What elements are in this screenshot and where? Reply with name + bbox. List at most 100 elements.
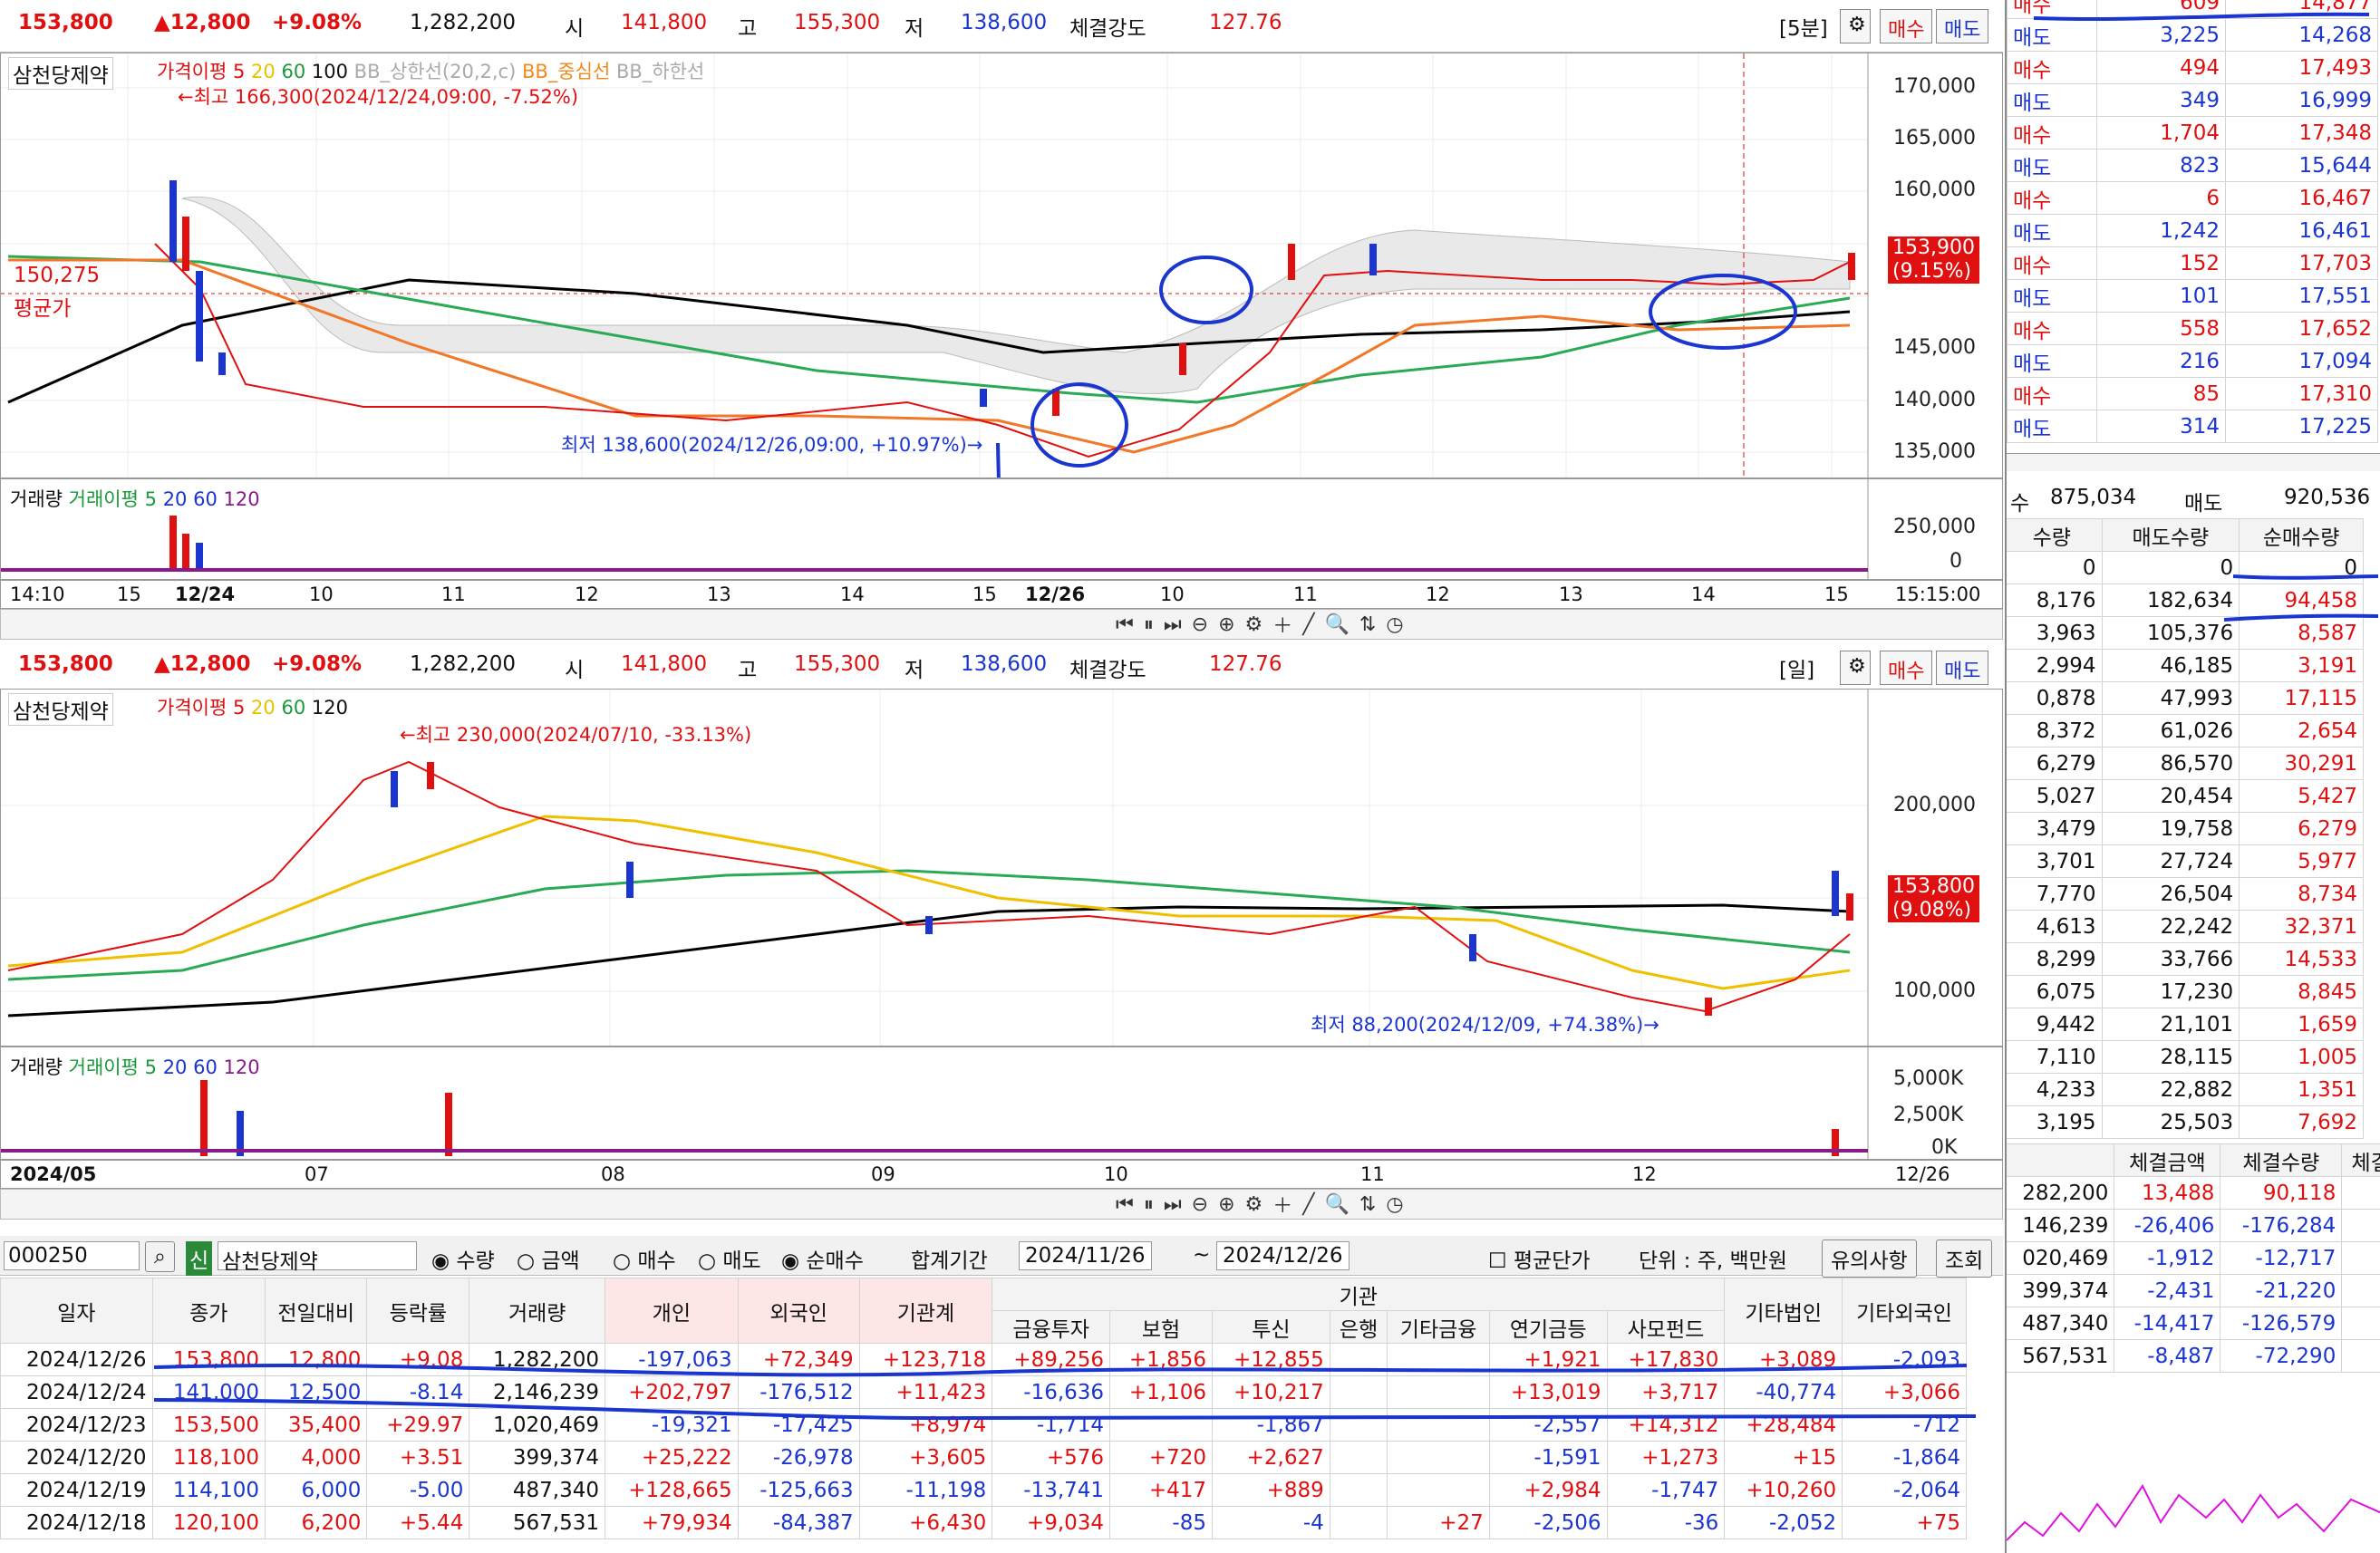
table-row[interactable]: 6,279 86,570 30,291 (2007, 747, 2364, 780)
date-to-input[interactable]: 2024/12/26 (1216, 1241, 1350, 1270)
col-header[interactable]: 기관계 (858, 1278, 993, 1344)
daily-price-chart[interactable]: 삼천당제약 가격이평 5 20 60 120 ←최고 230,000(2024/… (0, 689, 2003, 1047)
table-row[interactable]: 2024/12/24 141,000 12,500 -8.14 2,146,239 +20… (0, 1375, 1967, 1409)
crosshair-icon[interactable]: ＋ (1272, 1195, 1293, 1218)
col-header[interactable]: 기타외국인 (1842, 1278, 1967, 1344)
first-icon[interactable]: ⏮ (1116, 1192, 1134, 1216)
table-row[interactable]: 487,340 -14,417 -126,579 (2007, 1307, 2380, 1340)
table-row[interactable]: 7,770 26,504 8,734 (2007, 877, 2364, 911)
radio-quantity[interactable]: ◉ 수량 (431, 1249, 495, 1273)
table-row[interactable]: 4,613 22,242 32,371 (2007, 910, 2364, 943)
col-header[interactable]: 종가 (151, 1278, 266, 1344)
buy-button[interactable]: 매수 (1880, 651, 1933, 685)
col-header[interactable]: 연기금등 (1488, 1310, 1608, 1344)
pause-icon[interactable]: ⏸ (1143, 613, 1154, 636)
col-header[interactable]: 기타법인 (1724, 1278, 1843, 1344)
trade-row[interactable]: 매수 558 17,652 (2007, 312, 2378, 345)
col-header[interactable]: 체결 (2341, 1143, 2380, 1177)
clock-icon[interactable]: ◷ (1386, 1192, 1404, 1216)
pause-icon[interactable]: ⏸ (1143, 1192, 1154, 1216)
trade-row[interactable]: 매도 216 17,094 (2007, 344, 2378, 378)
stock-name-field[interactable]: 삼천당제약 (218, 1241, 417, 1274)
search-icon[interactable]: 🔍 (1324, 613, 1350, 636)
col-header[interactable]: 매도수량 (2101, 518, 2240, 552)
zoom-in-icon[interactable]: ⊕ (1218, 613, 1235, 636)
zoom-in-icon[interactable]: ⊕ (1218, 1192, 1235, 1216)
col-header[interactable]: 일자 (0, 1278, 153, 1344)
buy-button[interactable]: 매수 (1880, 9, 1933, 43)
table-row[interactable]: 3,963 105,376 8,587 (2007, 616, 2364, 650)
notice-button[interactable]: 유의사항 (1822, 1240, 1917, 1278)
table-row[interactable]: 146,239-26,406-176,2842 (2007, 1209, 2380, 1242)
trade-row[interactable]: 매도 101 17,551 (2007, 279, 2378, 313)
col-header[interactable]: 기타금융 (1387, 1310, 1490, 1344)
table-row[interactable]: 3,479 19,758 6,279 (2007, 812, 2364, 845)
move-icon[interactable]: ⇅ (1359, 1192, 1377, 1216)
crosshair-icon[interactable]: ＋ (1272, 615, 1293, 638)
zoom-out-icon[interactable]: ⊖ (1191, 1192, 1209, 1216)
col-header[interactable]: 외국인 (737, 1278, 860, 1344)
col-header[interactable]: 전일대비 (265, 1278, 368, 1344)
radio-net[interactable]: ◉ 순매수 (781, 1249, 864, 1273)
trade-row[interactable]: 매수 1,704 17,348 (2007, 116, 2378, 150)
trade-row[interactable]: 매수 494 17,493 (2007, 51, 2378, 84)
col-header[interactable]: 보험 (1109, 1310, 1213, 1344)
trade-row[interactable]: 매도 3,225 14,268 (2007, 18, 2378, 52)
trade-row[interactable]: 매도 823 15,644 (2007, 149, 2378, 182)
gear-icon[interactable]: ⚙ (1244, 1192, 1263, 1216)
trade-row[interactable]: 매수 609 14,877 (2007, 0, 2378, 19)
code-input[interactable]: 000250 (4, 1241, 140, 1270)
table-row[interactable]: 2024/12/18 120,100 6,200 +5.44 567,531 +79,93… (0, 1506, 1967, 1539)
daily-volume-chart[interactable]: 거래량 거래이평 5 20 60 120 5,000K 2,500K 0K (0, 1047, 2003, 1160)
date-from-input[interactable]: 2024/11/26 (1019, 1241, 1152, 1270)
trade-row[interactable]: 매도 1,242 16,461 (2007, 214, 2378, 247)
table-row[interactable]: 8,299 33,766 14,533 (2007, 942, 2364, 976)
col-header[interactable]: 체결금액 (2114, 1143, 2221, 1177)
search-icon[interactable]: ⌕ (145, 1241, 175, 1272)
search-icon[interactable]: 🔍 (1324, 1192, 1350, 1216)
query-button[interactable]: 조회 (1936, 1240, 1993, 1278)
table-row[interactable]: 3,701 27,724 5,977 (2007, 844, 2364, 878)
line-icon[interactable]: ╱ (1302, 1192, 1315, 1216)
col-header[interactable]: 투신 (1211, 1310, 1330, 1344)
chart-toolbar-2[interactable]: ⏮ ⏸ ⏭ ⊖ ⊕ ⚙ ＋ ╱ 🔍 ⇅ ◷ (0, 1189, 2003, 1220)
col-header[interactable]: 체결수량 (2220, 1143, 2343, 1177)
trade-row[interactable]: 매도 349 16,999 (2007, 83, 2378, 117)
intraday-price-chart[interactable]: 삼천당제약 가격이평 5 20 60 100 BB_상한선(20,2,c) BB… (0, 53, 2003, 478)
trade-row[interactable]: 매수 6 16,467 (2007, 181, 2378, 215)
trade-row[interactable]: 매수 152 17,703 (2007, 246, 2378, 280)
col-header[interactable]: 수량 (2007, 518, 2103, 552)
table-row[interactable]: 2024/12/20 118,100 4,000 +3.51 399,374 +25,22… (0, 1441, 1967, 1474)
table-row[interactable]: 3,195 25,503 7,692 (2007, 1105, 2364, 1139)
table-row[interactable]: 0,878 47,993 17,115 (2007, 681, 2364, 715)
table-row[interactable]: 2024/12/23 153,500 35,400 +29.97 1,020,469 -1… (0, 1408, 1967, 1442)
intraday-volume-chart[interactable]: 거래량 거래이평 5 20 60 120 250,000 0 (0, 478, 2003, 580)
table-row[interactable]: 567,531-8,487-72,2901 (2007, 1339, 2380, 1373)
move-icon[interactable]: ⇅ (1359, 613, 1377, 636)
table-row[interactable]: 020,469-1,912-12,7172 (2007, 1241, 2380, 1275)
line-icon[interactable]: ╱ (1302, 613, 1315, 636)
gear-icon[interactable]: ⚙ (1840, 9, 1871, 43)
chart-toolbar-1[interactable]: ⏮ ⏸ ⏭ ⊖ ⊕ ⚙ ＋ ╱ 🔍 ⇅ ◷ (0, 609, 2003, 640)
table-row[interactable]: 5,027 20,454 5,427 (2007, 779, 2364, 813)
trade-row[interactable]: 매수 85 17,310 (2007, 377, 2378, 410)
table-row[interactable]: 4,233 22,882 1,351 (2007, 1073, 2364, 1106)
table-row[interactable]: 7,110 28,115 1,005 (2007, 1040, 2364, 1074)
trade-row[interactable]: 매도 314 17,225 (2007, 410, 2378, 443)
play-icon[interactable]: ⏭ (1163, 613, 1182, 636)
table-row[interactable]: 2,994 46,185 3,191 (2007, 649, 2364, 682)
table-row[interactable]: 2024/12/19 114,100 6,000 -5.00 487,340 +128,6… (0, 1473, 1967, 1507)
table-row[interactable]: 9,442 21,101 1,659 (2007, 1008, 2364, 1041)
period-label[interactable]: [일] (1779, 659, 1815, 682)
col-header[interactable]: 은행 (1329, 1310, 1388, 1344)
clock-icon[interactable]: ◷ (1386, 613, 1404, 636)
gear-icon[interactable]: ⚙ (1840, 651, 1871, 685)
play-icon[interactable]: ⏭ (1163, 1192, 1182, 1216)
table-row[interactable]: 2024/12/26 153,800 12,800 +9.08 1,282,200 -19… (0, 1343, 1967, 1376)
radio-amount[interactable]: ○ 금액 (517, 1249, 580, 1273)
table-row[interactable]: 8,176 182,634 94,458 (2007, 584, 2364, 617)
sell-button[interactable]: 매도 (1936, 9, 1989, 43)
first-icon[interactable]: ⏮ (1116, 613, 1134, 636)
